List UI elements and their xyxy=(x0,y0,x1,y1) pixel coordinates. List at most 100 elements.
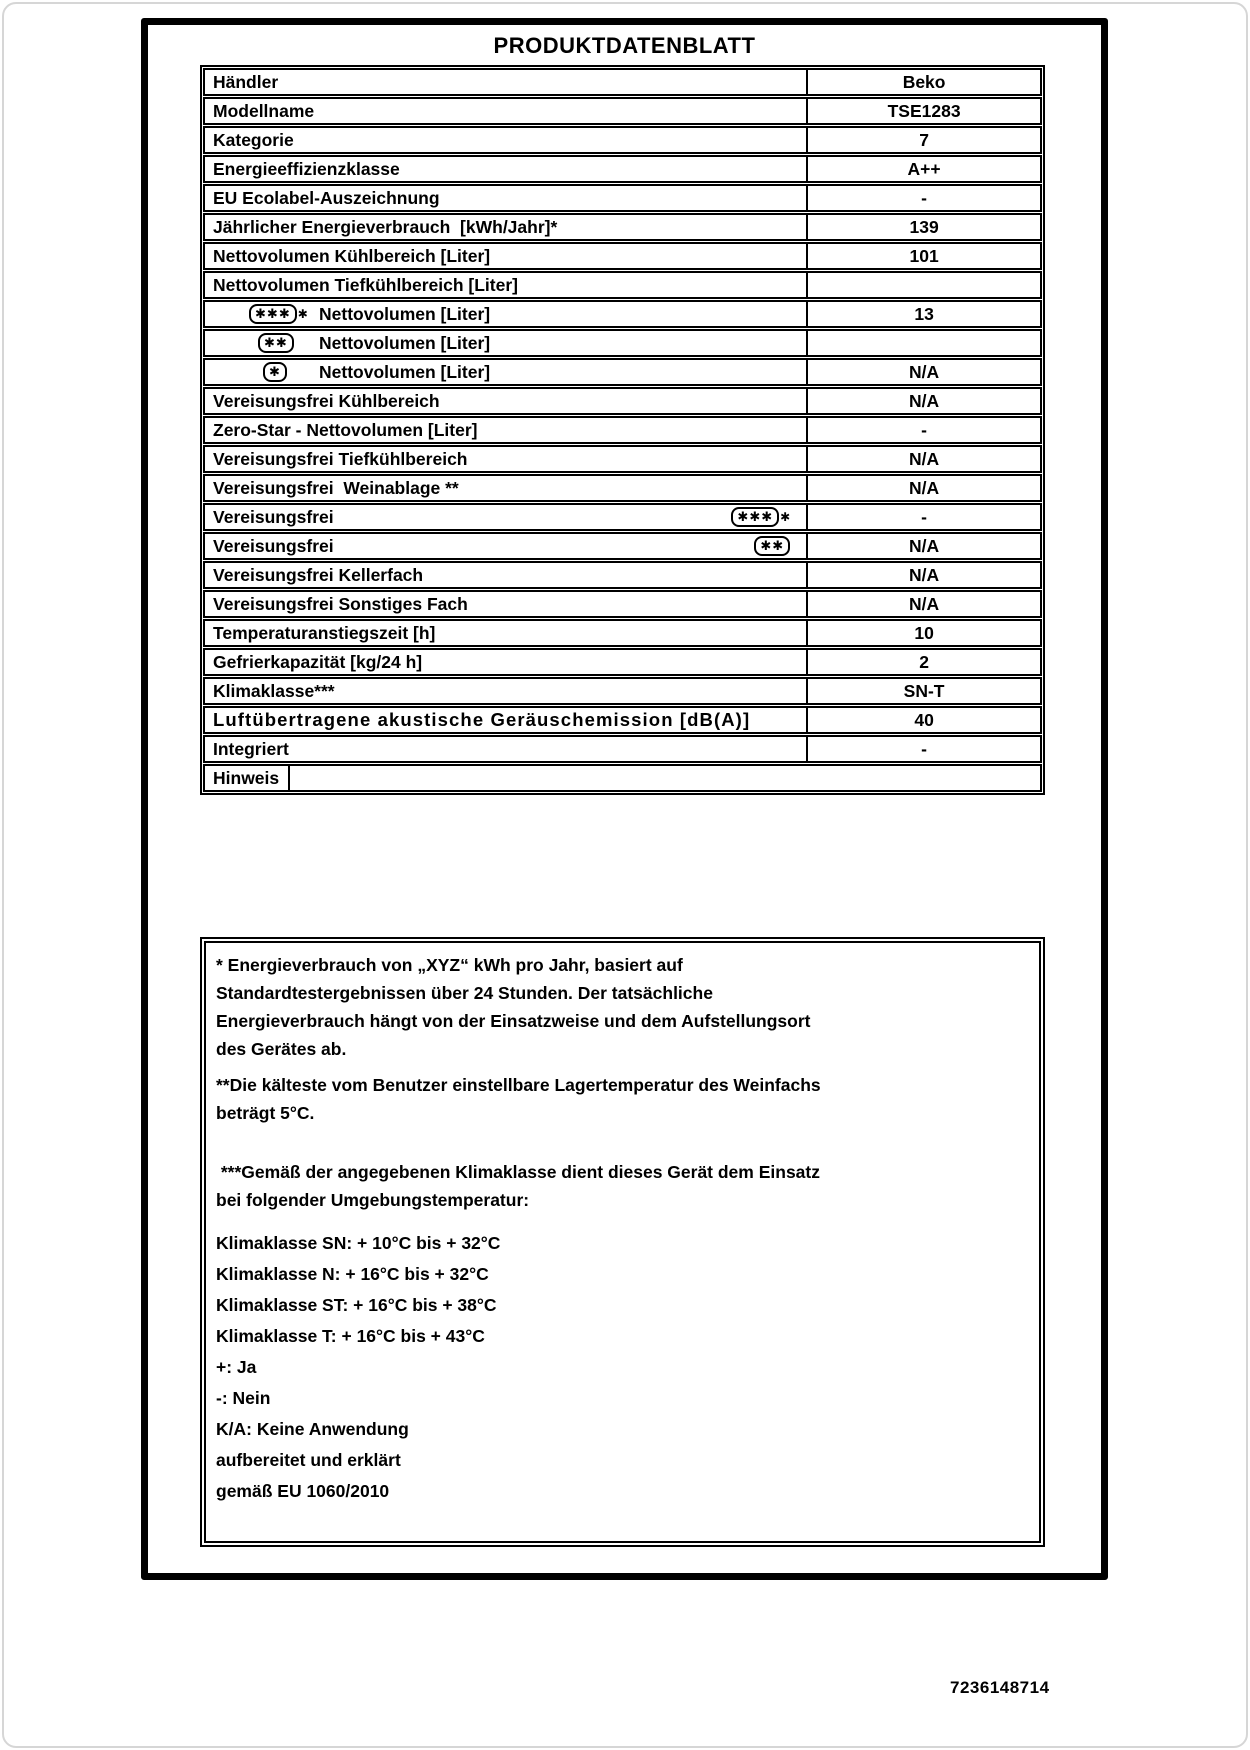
row-label-cell: Nettovolumen Tiefkühlbereich [Liter] xyxy=(205,273,806,297)
row-value: 13 xyxy=(914,303,934,324)
row-label: Luftübertragene akustische Geräuschemiss… xyxy=(213,709,751,730)
table-row: Energieeffizienzklasse A++ xyxy=(203,155,1042,183)
table-row: Vereisungsfrei ✱ ✱ N/A xyxy=(203,532,1042,560)
one-star-freezer-icon: ✱ xyxy=(249,362,319,382)
row-label: Integriert xyxy=(213,738,289,759)
row-value: - xyxy=(921,187,927,208)
row-label: Vereisungsfrei Sonstiges Fach xyxy=(213,593,468,614)
table-row: Jährlicher Energieverbrauch [kWh/Jahr]* 1… xyxy=(203,213,1042,241)
star-glyph: ✱ xyxy=(737,509,750,525)
note-empty-cell xyxy=(290,766,1040,790)
row-value: N/A xyxy=(909,535,940,556)
row-label-cell: Gefrierkapazität [kg/24 h] xyxy=(205,650,806,674)
row-value-cell xyxy=(806,273,1040,297)
table-row: EU Ecolabel-Auszeichnung - xyxy=(203,184,1042,212)
table-row: Vereisungsfrei ✱ ✱ ✱ ✱ - xyxy=(203,503,1042,531)
footnote-energy: * Energieverbrauch von „XYZ“ kWh pro Jah… xyxy=(216,955,811,1059)
row-value-cell: Beko xyxy=(806,70,1040,94)
star-box: ✱ xyxy=(263,362,287,382)
row-value-cell: SN-T xyxy=(806,679,1040,703)
row-label-cell: ✱ ✱ ✱ ✱ Nettovolumen [Liter] xyxy=(205,302,806,326)
row-value: 139 xyxy=(909,216,939,237)
star-glyph: ✱ xyxy=(275,335,288,351)
sheet-frame: PRODUKTDATENBLATT Händler Beko Modellname T… xyxy=(141,18,1108,1580)
row-value-cell: 7 xyxy=(806,128,1040,152)
row-label-cell: Vereisungsfrei ✱ ✱ ✱ ✱ xyxy=(205,505,806,529)
row-label: Jährlicher Energieverbrauch [kWh/Jahr]* xyxy=(213,216,558,237)
footnote-climate-intro: ***Gemäß der angegebenen Klimaklasse die… xyxy=(216,1162,820,1210)
row-label-cell: Vereisungsfrei Sonstiges Fach xyxy=(205,592,806,616)
row-value: Beko xyxy=(902,71,946,92)
row-value: N/A xyxy=(909,361,940,382)
row-value: 7 xyxy=(919,129,929,150)
table-row: Vereisungsfrei Weinablage ** N/A xyxy=(203,474,1042,502)
row-value-cell: TSE1283 xyxy=(806,99,1040,123)
table-row: Vereisungsfrei Sonstiges Fach N/A xyxy=(203,590,1042,618)
table-row: Vereisungsfrei Kellerfach N/A xyxy=(203,561,1042,589)
two-star-freezer-icon: ✱ ✱ xyxy=(754,536,791,556)
table-row: Temperaturanstiegszeit [h] 10 xyxy=(203,619,1042,647)
row-label: Vereisungsfrei Weinablage ** xyxy=(213,477,459,498)
row-value: N/A xyxy=(909,564,940,585)
row-value-cell: 101 xyxy=(806,244,1040,268)
table-row: ✱ ✱ ✱ ✱ Nettovolumen [Liter] 13 xyxy=(203,300,1042,328)
star-box: ✱ ✱ xyxy=(754,536,791,556)
row-value: N/A xyxy=(909,390,940,411)
row-label-cell: Vereisungsfrei Kühlbereich xyxy=(205,389,806,413)
row-label-cell: Vereisungsfrei ✱ ✱ xyxy=(205,534,806,558)
star-glyph: ✱ xyxy=(760,538,773,554)
page-title: PRODUKTDATENBLATT xyxy=(493,33,756,58)
two-star-freezer-icon: ✱ ✱ xyxy=(249,333,319,353)
outer-star-glyph: ✱ xyxy=(297,307,308,321)
row-value: N/A xyxy=(909,448,940,469)
row-label-cell: ✱ Nettovolumen [Liter] xyxy=(205,360,806,384)
row-label: Kategorie xyxy=(213,129,294,150)
row-label: Vereisungsfrei Kühlbereich xyxy=(213,390,440,411)
row-value: 101 xyxy=(909,245,939,266)
table-row: Nettovolumen Kühlbereich [Liter] 101 xyxy=(203,242,1042,270)
row-label-cell: Vereisungsfrei Kellerfach xyxy=(205,563,806,587)
row-value: A++ xyxy=(907,158,941,179)
row-value-cell: N/A xyxy=(806,592,1040,616)
row-label: Klimaklasse*** xyxy=(213,680,335,701)
row-value-cell xyxy=(806,331,1040,355)
row-value: SN-T xyxy=(903,680,945,701)
table-row: Gefrierkapazität [kg/24 h] 2 xyxy=(203,648,1042,676)
row-label: Temperaturanstiegszeit [h] xyxy=(213,622,436,643)
spec-table: Händler Beko Modellname TSE1283 Kategorie 7 En… xyxy=(200,65,1045,795)
star-glyph: ✱ xyxy=(278,306,291,322)
row-label: Nettovolumen Tiefkühlbereich [Liter] xyxy=(213,274,518,295)
star-glyph: ✱ xyxy=(264,335,276,351)
row-value: N/A xyxy=(909,593,940,614)
footnotes-inner: * Energieverbrauch von „XYZ“ kWh pro Jah… xyxy=(204,941,1041,1543)
row-label: EU Ecolabel-Auszeichnung xyxy=(213,187,440,208)
row-value-cell: 2 xyxy=(806,650,1040,674)
table-row: Klimaklasse*** SN-T xyxy=(203,677,1042,705)
row-value-cell: N/A xyxy=(806,360,1040,384)
row-value-cell: - xyxy=(806,505,1040,529)
table-row: Modellname TSE1283 xyxy=(203,97,1042,125)
table-row: ✱ Nettovolumen [Liter] N/A xyxy=(203,358,1042,386)
row-label: Händler xyxy=(213,71,279,92)
row-label: Energieeffizienzklasse xyxy=(213,158,400,179)
row-value: 10 xyxy=(914,622,934,643)
star-box: ✱ ✱ ✱ xyxy=(731,507,780,527)
table-row: Zero-Star - Nettovolumen [Liter] - xyxy=(203,416,1042,444)
row-label: Vereisungsfrei Kellerfach xyxy=(213,564,424,585)
row-value-cell: N/A xyxy=(806,389,1040,413)
row-label-cell: Modellname xyxy=(205,99,806,123)
row-label-cell: Integriert xyxy=(205,737,806,761)
table-row: ✱ ✱ Nettovolumen [Liter] xyxy=(203,329,1042,357)
row-value-cell: N/A xyxy=(806,563,1040,587)
table-row: Hinweis xyxy=(203,764,1042,792)
row-value: - xyxy=(921,738,927,759)
row-value-cell: N/A xyxy=(806,534,1040,558)
row-label-cell: ✱ ✱ Nettovolumen [Liter] xyxy=(205,331,806,355)
row-label-cell: Nettovolumen Kühlbereich [Liter] xyxy=(205,244,806,268)
row-value: TSE1283 xyxy=(887,100,961,121)
row-value: N/A xyxy=(909,477,940,498)
table-row: Integriert - xyxy=(203,735,1042,763)
row-label: Nettovolumen [Liter] xyxy=(319,303,491,324)
note-label-cell: Hinweis xyxy=(205,766,290,790)
row-label: Modellname xyxy=(213,100,315,121)
